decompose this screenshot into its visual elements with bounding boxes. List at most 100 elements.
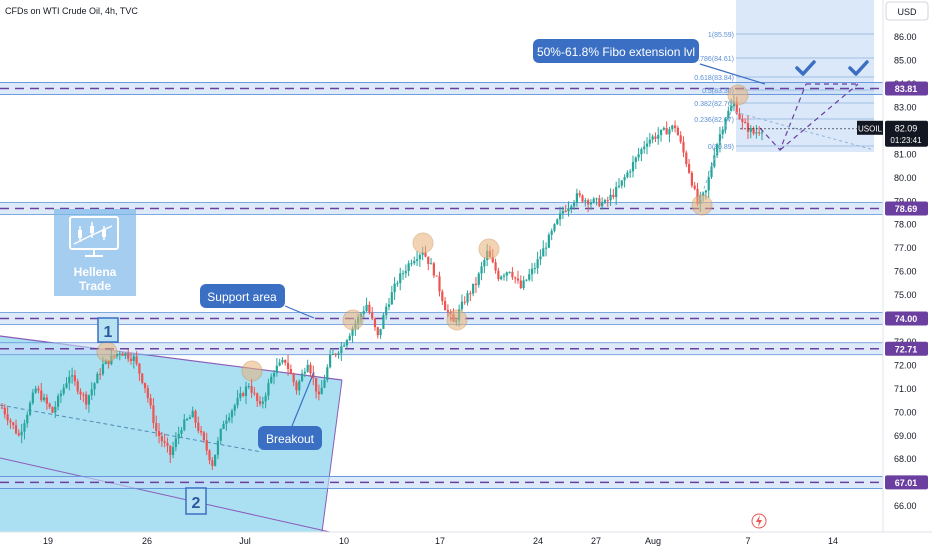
level-price-badge (885, 475, 928, 490)
candle (645, 137, 649, 155)
candle (51, 406, 54, 414)
candle (129, 352, 133, 365)
candle (166, 437, 169, 453)
candle (371, 306, 374, 321)
candle (443, 297, 447, 311)
y-tick-label: 72.00 (894, 360, 917, 370)
candle (239, 386, 242, 402)
candle (143, 382, 147, 394)
channel-lower-line (0, 457, 331, 533)
candle (286, 354, 290, 376)
level-price-label: 67.01 (895, 478, 918, 488)
candle (9, 418, 12, 429)
candle (152, 398, 155, 429)
candle (320, 380, 323, 395)
y-tick-label: 86.00 (894, 32, 917, 42)
candle (575, 188, 579, 207)
candle (738, 108, 741, 120)
candle (502, 273, 506, 281)
lightning-icon[interactable] (751, 513, 767, 529)
candle (157, 423, 161, 444)
candle (23, 419, 26, 440)
candle (615, 181, 618, 205)
candle (31, 389, 34, 405)
x-tick-label: 10 (339, 536, 349, 546)
candle (340, 342, 343, 361)
candle (250, 378, 253, 398)
candle (746, 115, 750, 139)
candle (135, 351, 138, 366)
breakout-callout[interactable]: Breakout (258, 371, 322, 450)
candle (581, 194, 584, 203)
checkmark-icon (795, 60, 816, 76)
candle (673, 120, 677, 133)
candle (584, 197, 587, 207)
candle (334, 352, 337, 358)
candle (26, 411, 29, 428)
candle (508, 271, 511, 274)
level-price-label: 83.81 (895, 84, 918, 94)
candle (564, 204, 567, 213)
x-tick-label: 24 (533, 536, 543, 546)
candle (28, 400, 32, 417)
fibo-callout[interactable]: 50%-61.8% Fibo extension lvl (533, 39, 766, 85)
y-tick-label: 79.00 (894, 196, 917, 206)
candle (242, 391, 245, 398)
candle (530, 262, 534, 282)
candle (264, 392, 267, 409)
candle (716, 142, 719, 159)
channel-mid-line (0, 404, 263, 453)
fibo-callout-text: 50%-61.8% Fibo extension lvl (537, 45, 695, 59)
candle (118, 351, 121, 361)
candle (623, 174, 626, 188)
fibo-level-label: 0(80.89) (708, 144, 734, 151)
candle (651, 134, 654, 144)
candle (275, 358, 278, 377)
support-callout-text: Support area (207, 290, 277, 304)
candle (205, 432, 208, 456)
candle (637, 147, 640, 161)
candle (407, 260, 410, 277)
candle (592, 196, 595, 204)
y-tick-label: 85.00 (894, 56, 917, 66)
swing-point-marker (241, 360, 263, 382)
support-callout[interactable]: Support area (200, 284, 315, 319)
level-price-label: 72.71 (895, 344, 918, 354)
x-tick-label: Aug (645, 536, 661, 546)
candle (326, 364, 329, 383)
candle (629, 168, 632, 178)
candle (606, 196, 609, 207)
candle (556, 218, 559, 226)
candle (494, 258, 497, 274)
candle (441, 289, 444, 305)
currency-label: USD (897, 7, 917, 17)
candle (497, 267, 500, 282)
candle (200, 425, 203, 436)
trend-line-dotted (734, 111, 875, 151)
candle (514, 276, 517, 284)
candle (749, 125, 752, 139)
level-price-badge (885, 311, 928, 326)
candle (500, 275, 503, 281)
candle (345, 338, 349, 349)
level-price-label: 74.00 (895, 314, 918, 324)
candle (258, 396, 262, 407)
candle (284, 359, 287, 366)
x-tick-label: 19 (43, 536, 53, 546)
candle (410, 259, 413, 267)
level-price-badge (885, 201, 928, 216)
candle (676, 125, 679, 136)
y-tick-label: 81.00 (894, 149, 917, 159)
candle (365, 297, 368, 313)
candle (466, 290, 469, 306)
level-price-badge (885, 81, 928, 96)
candle (0, 403, 4, 409)
candle (401, 270, 405, 280)
candle (138, 362, 141, 381)
level-price-badge (885, 341, 928, 356)
svg-text:2: 2 (192, 495, 201, 512)
candle (183, 414, 186, 432)
candle (45, 394, 48, 410)
y-tick-label: 69.00 (894, 431, 917, 441)
